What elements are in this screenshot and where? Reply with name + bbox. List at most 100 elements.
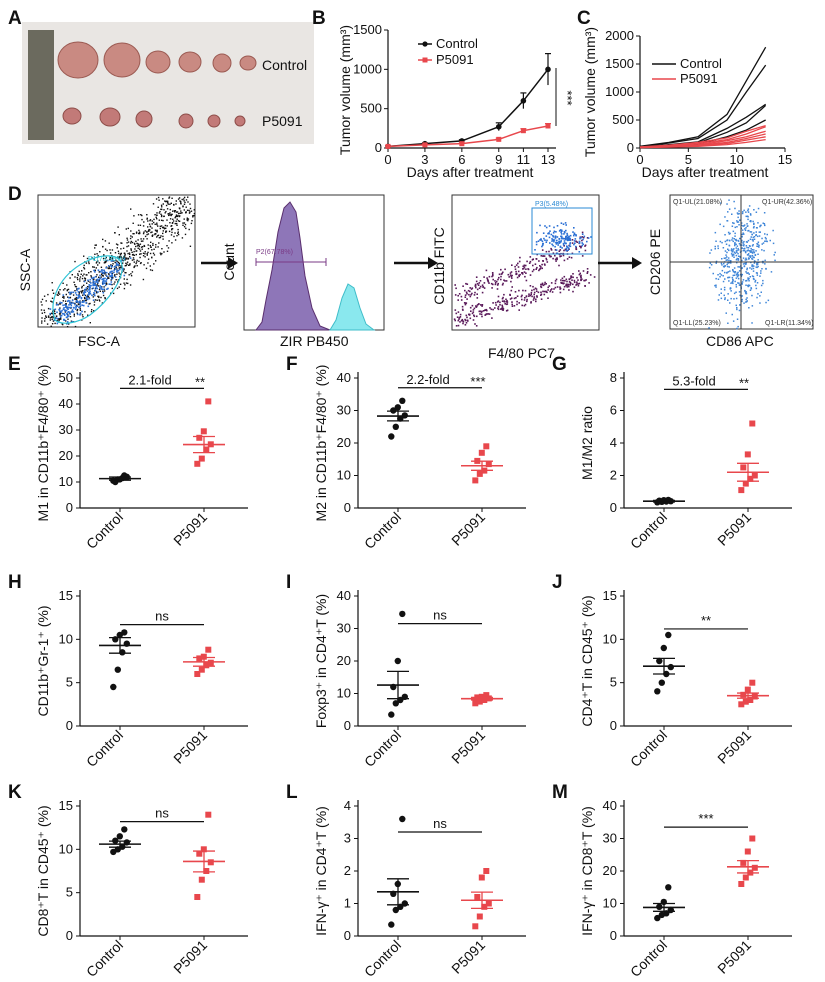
f480-cd11b-event: [454, 319, 456, 322]
f480-cd11b-event: [576, 281, 578, 283]
fsc-ssc-event: [106, 283, 108, 285]
f480-cd11b-event: [487, 313, 490, 315]
fsc-ssc-gated-event: [92, 284, 94, 286]
fsc-ssc-event: [127, 257, 129, 259]
f480-cd11b-gated-event: [548, 225, 551, 227]
fsc-ssc-gated-event: [83, 293, 85, 296]
fsc-ssc-event: [112, 277, 114, 279]
f480-cd11b-event: [566, 280, 568, 283]
fsc-ssc-event: [144, 235, 147, 238]
fsc-ssc-gated-event: [116, 263, 118, 266]
f480-cd11b-event: [467, 320, 469, 322]
fsc-ssc-event: [102, 290, 104, 292]
f480-cd11b-event: [575, 283, 578, 285]
cd86-cd206-event: [760, 291, 762, 293]
f480-cd11b-event: [480, 304, 482, 306]
ytick-label: 10: [59, 841, 73, 856]
cd86-cd206-event: [728, 239, 731, 242]
f480-cd11b-event: [497, 295, 500, 298]
panel-a: A Control P5091: [8, 8, 314, 144]
fsc-ssc-event: [110, 292, 112, 294]
cd86-cd206-event: [744, 251, 747, 253]
f480-cd11b-event: [521, 298, 523, 301]
fsc-ssc-event: [107, 277, 109, 279]
f480-cd11b-event: [479, 285, 482, 288]
fsc-ssc-gated-event: [56, 317, 59, 320]
fsc-ssc-event: [149, 252, 152, 255]
f480-cd11b-event: [548, 254, 551, 257]
f480-cd11b-event: [459, 313, 462, 316]
fsc-ssc-gated-event: [74, 303, 76, 306]
f480-cd11b-gated-event: [565, 224, 567, 226]
b-ytick-label: 0: [375, 140, 382, 155]
fsc-ssc-event: [114, 268, 116, 270]
cd86-cd206-event: [710, 264, 713, 266]
cd86-cd206-event: [753, 236, 756, 238]
f480-cd11b-event: [481, 284, 484, 286]
fsc-ssc-event: [74, 325, 77, 328]
fsc-ssc-gated-event: [69, 300, 71, 302]
fsc-ssc-event: [93, 258, 95, 260]
c-legend: Control P5091: [652, 56, 722, 86]
fsc-ssc-event: [133, 254, 136, 256]
fsc-ssc-event: [96, 261, 98, 263]
cd86-cd206-event: [752, 270, 755, 272]
f480-cd11b-gated-event: [551, 238, 553, 240]
f480-cd11b-event: [485, 308, 488, 311]
fsc-ssc-gated-event: [49, 308, 52, 310]
fsc-ssc-event: [96, 299, 98, 301]
cd86-cd206-event: [747, 218, 749, 221]
fsc-ssc-event: [120, 257, 123, 259]
fsc-ssc-event: [187, 218, 190, 220]
f480-cd11b-gated-event: [552, 232, 555, 234]
cd86-cd206-event: [744, 290, 746, 292]
fsc-ssc-event: [141, 248, 143, 250]
f480-cd11b-event: [562, 288, 565, 291]
fsc-ssc-event: [135, 245, 137, 248]
data-point-p5091: [749, 679, 756, 686]
cd86-cd206-event: [737, 277, 740, 280]
data-point-p5091: [738, 881, 745, 887]
fsc-ssc-event: [126, 239, 129, 241]
fsc-ssc-event: [104, 248, 107, 250]
f480-cd11b-gated-event: [555, 241, 557, 244]
fsc-ssc-event: [79, 280, 81, 282]
f480-cd11b-gated-event: [565, 242, 567, 245]
fsc-ssc-event: [185, 199, 188, 201]
fsc-ssc-event: [110, 267, 112, 270]
b-legend-control-text: Control: [436, 36, 478, 51]
data-point-p5091: [740, 464, 747, 471]
f480-cd11b-event: [544, 281, 546, 284]
fsc-ssc-event: [118, 262, 120, 265]
cd86-cd206-event: [726, 239, 728, 242]
cd86-cd206-event: [748, 255, 751, 257]
f480-cd11b-gated-event: [552, 236, 555, 238]
fsc-ssc-gated-event: [63, 314, 66, 316]
fsc-ssc-event: [147, 251, 149, 254]
fsc-ssc-event: [105, 274, 107, 276]
f480-cd11b-event: [485, 269, 488, 272]
fsc-ssc-event: [177, 231, 179, 233]
f480-cd11b-event: [511, 264, 513, 266]
fsc-ssc-event: [43, 309, 45, 311]
fsc-ssc-event: [87, 314, 89, 316]
fsc-ssc-event: [142, 278, 145, 281]
fsc-ssc-event: [131, 259, 134, 261]
cd86-cd206-event: [758, 231, 761, 233]
fsc-ssc-event: [134, 248, 136, 250]
f480-cd11b-gated-event: [561, 230, 563, 232]
fsc-ssc-event: [119, 256, 121, 259]
f480-cd11b-event: [501, 304, 503, 307]
f480-cd11b-event: [581, 278, 583, 280]
fsc-ssc-event: [156, 223, 158, 226]
f480-cd11b-event: [586, 237, 589, 239]
f480-cd11b-event: [552, 257, 554, 260]
cd86-cd206-event: [737, 221, 740, 223]
fsc-ssc-gated-event: [110, 270, 112, 273]
f480-cd11b-event: [466, 292, 468, 295]
fsc-ssc-event: [63, 296, 65, 298]
significance-label: **: [701, 613, 711, 628]
f480-cd11b-event: [523, 267, 525, 270]
fsc-ssc-event: [62, 296, 64, 298]
